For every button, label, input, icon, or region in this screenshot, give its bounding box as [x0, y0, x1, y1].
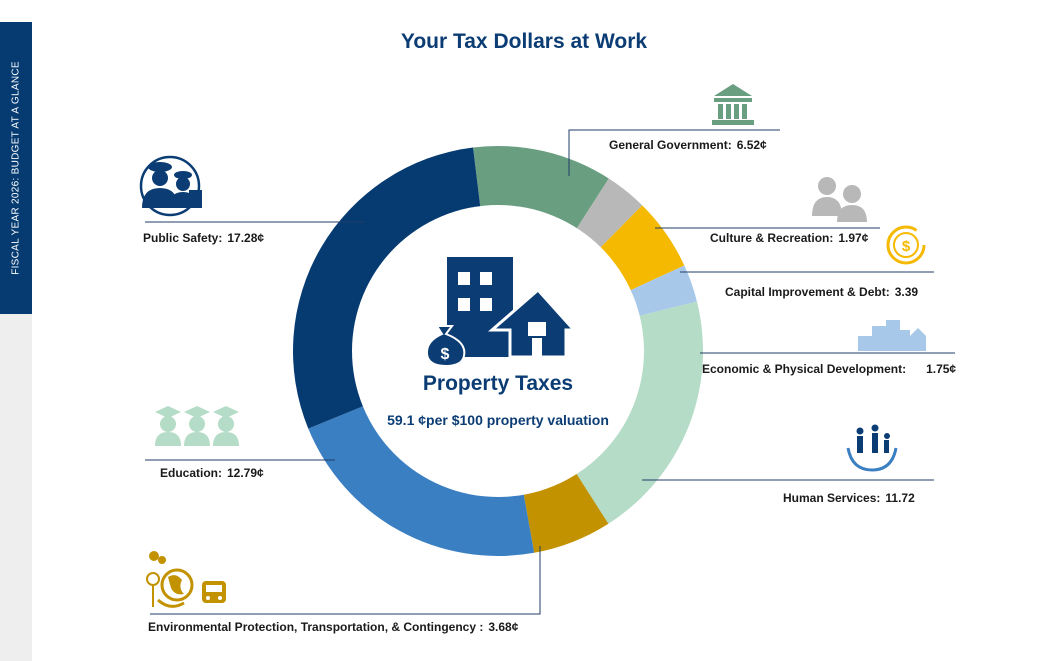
- label-capital-improvement-value: 3.39: [894, 285, 919, 299]
- side-strip: [0, 314, 32, 661]
- graduates-icon: [155, 406, 239, 446]
- page-title: Your Tax Dollars at Work: [400, 30, 648, 53]
- label-public-safety: Public Safety: 17.28¢: [143, 231, 264, 245]
- label-culture-recreation-name: Culture & Recreation:: [710, 231, 834, 245]
- leader-general-government: [568, 129, 780, 176]
- center-subtitle: 59.1 ¢per $100 property valuation: [0, 412, 996, 428]
- label-environmental-value: 3.68¢: [488, 620, 519, 634]
- side-tab: [0, 22, 32, 314]
- label-education-value: 12.79¢: [227, 466, 264, 480]
- label-public-safety-name: Public Safety:: [143, 231, 223, 245]
- government-building-icon: [712, 84, 754, 125]
- label-environmental-name: Environmental Protection, Transportation…: [148, 620, 484, 634]
- label-general-government: General Government: 6.52¢: [609, 138, 767, 152]
- label-human-services-name: Human Services:: [783, 491, 881, 505]
- center-unit: ¢per $100 property valuation: [418, 412, 609, 428]
- svg-text:$: $: [902, 238, 911, 255]
- label-culture-recreation-value: 1.97¢: [838, 231, 869, 245]
- label-capital-improvement: Capital Improvement & Debt: 3.39: [725, 285, 918, 299]
- people-icon: [812, 177, 867, 222]
- label-culture-recreation: Culture & Recreation: 1.97¢: [710, 231, 868, 245]
- svg-text:$: $: [441, 346, 450, 363]
- label-human-services: Human Services: 11.72: [783, 491, 915, 505]
- label-human-services-value: 11.72: [885, 491, 915, 505]
- label-economic-development: Economic & Physical Development: 1.75¢: [702, 362, 956, 376]
- leader-environmental: [150, 546, 541, 615]
- label-education-name: Education:: [160, 466, 222, 480]
- label-education: Education: 12.79¢: [160, 466, 264, 480]
- dollar-coin-icon: $: [886, 225, 926, 265]
- label-economic-development-name: Economic & Physical Development:: [702, 362, 907, 376]
- label-public-safety-value: 17.28¢: [227, 231, 265, 245]
- label-general-government-value: 6.52¢: [736, 138, 767, 152]
- label-capital-improvement-name: Capital Improvement & Debt:: [725, 285, 890, 299]
- label-economic-development-value: 1.75¢: [926, 362, 957, 376]
- city-skyline-icon: [858, 320, 926, 351]
- earth-bus-icon: [146, 551, 226, 608]
- label-general-government-name: General Government:: [609, 138, 732, 152]
- center-title: Property Taxes: [422, 372, 574, 395]
- house-building-money-bag-icon: $: [425, 257, 578, 368]
- label-environmental: Environmental Protection, Transportation…: [148, 620, 518, 634]
- family-hands-icon: [846, 424, 898, 472]
- public-safety-officers-icon: [139, 155, 202, 217]
- center-value: 59.1: [387, 412, 415, 428]
